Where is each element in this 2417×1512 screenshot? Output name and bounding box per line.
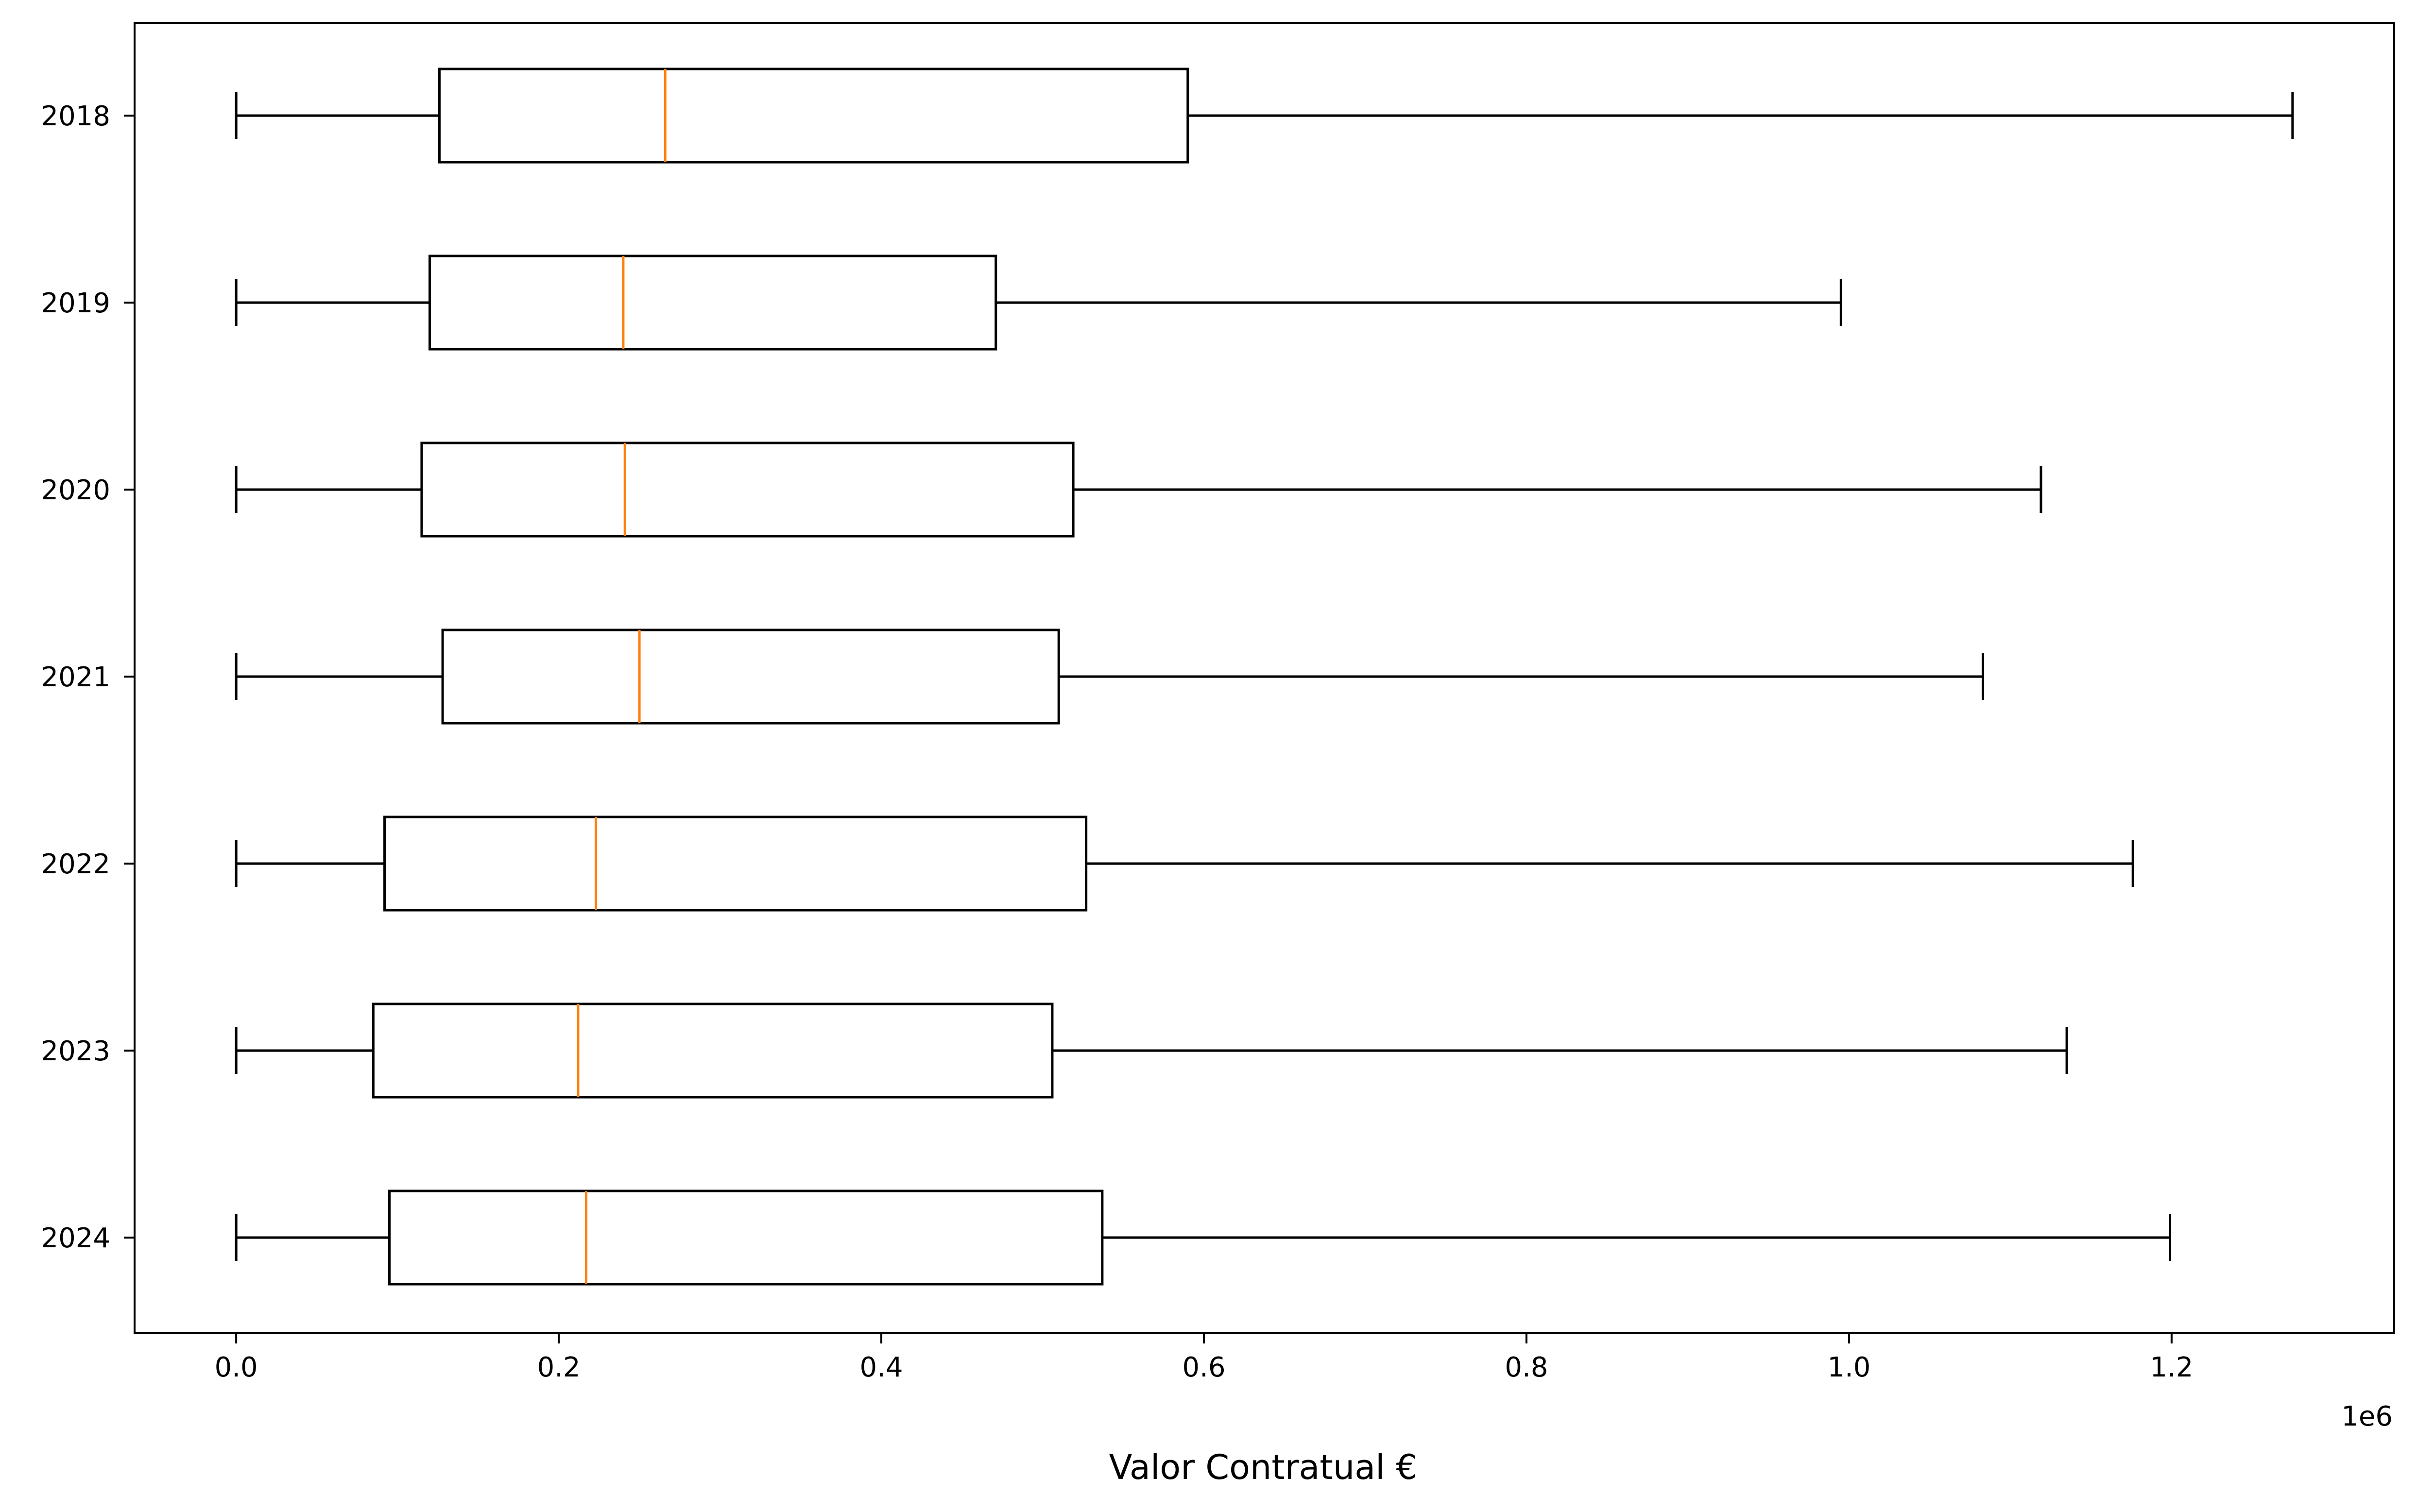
y-tick-label: 2018 (41, 101, 110, 132)
x-tick-label: 0.6 (1182, 1352, 1225, 1383)
box-marks (235, 68, 2294, 1286)
x-tick-label: 0.8 (1505, 1352, 1548, 1383)
y-tick-label: 2020 (41, 475, 110, 506)
x-offset-label: 1e6 (2341, 1401, 2393, 1432)
box-group-2020 (235, 442, 2042, 538)
y-tick-label: 2021 (41, 662, 110, 693)
x-tick-label: 1.2 (2150, 1352, 2193, 1383)
box-iqr (441, 629, 1060, 725)
box-group-2022 (235, 815, 2134, 912)
box-iqr (372, 1002, 1054, 1099)
x-tick-label: 1.0 (1827, 1352, 1870, 1383)
x-axis-title: Valor Contratual € (1109, 1447, 1418, 1487)
box-group-2021 (235, 629, 1984, 725)
box-group-2018 (235, 68, 2294, 164)
box-group-2019 (235, 255, 1842, 351)
box-iqr (388, 1189, 1104, 1286)
y-tick-label: 2022 (41, 849, 110, 880)
box-group-2024 (235, 1189, 2172, 1286)
x-tick-label: 0.2 (537, 1352, 581, 1383)
y-tick-label: 2019 (41, 288, 110, 319)
box-iqr (420, 442, 1075, 538)
box-group-2023 (235, 1002, 2068, 1099)
x-tick-label: 0.0 (215, 1352, 258, 1383)
y-axis: 2018 2019 2020 2021 2022 2023 2024 (41, 101, 135, 1254)
x-axis: 0.0 0.2 0.4 0.6 0.8 1.0 1.2 (215, 1333, 2193, 1383)
x-tick-label: 0.4 (860, 1352, 903, 1383)
box-iqr (438, 68, 1189, 164)
y-tick-label: 2024 (41, 1223, 110, 1254)
box-iqr (383, 815, 1088, 912)
plot-frame (134, 22, 2395, 1334)
y-tick-label: 2023 (41, 1036, 110, 1067)
box-iqr (429, 255, 997, 351)
